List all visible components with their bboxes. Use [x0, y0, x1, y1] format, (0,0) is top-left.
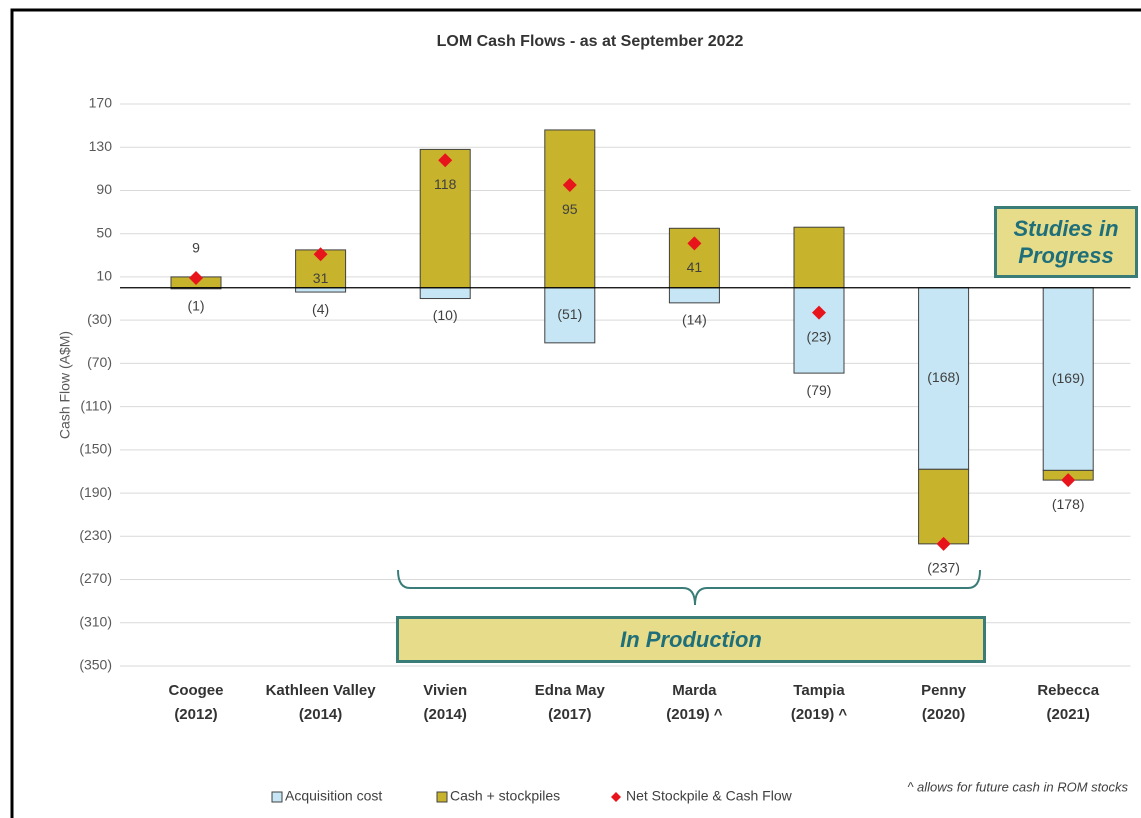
data-label: 41 — [687, 259, 703, 275]
bar — [1042, 287, 1094, 471]
x-tick-label: (2017) — [548, 706, 591, 723]
data-label: (4) — [312, 301, 329, 317]
x-tick-label: Kathleen Valley — [266, 682, 377, 699]
x-tick-label: (2012) — [174, 706, 217, 723]
y-tick-label: (30) — [87, 311, 112, 327]
y-tick-label: 170 — [89, 95, 113, 111]
y-tick-label: 50 — [96, 224, 112, 240]
net-marker — [189, 271, 203, 286]
studies-box: Studies in Progress — [994, 206, 1138, 278]
data-label: (1) — [187, 298, 204, 314]
data-label: (237) — [927, 560, 960, 576]
x-tick-label: (2021) — [1047, 706, 1090, 723]
legend-swatch — [271, 791, 283, 803]
bar — [419, 148, 471, 289]
footnote: ^ allows for future cash in ROM stocks — [907, 779, 1128, 794]
data-label: (168) — [927, 369, 960, 385]
x-tick-label: Vivien — [423, 682, 467, 699]
bar — [419, 287, 471, 300]
bar — [668, 287, 720, 304]
legend-label: Cash + stockpiles — [450, 788, 560, 804]
legend-label: Acquisition cost — [285, 788, 382, 804]
bar — [793, 287, 845, 374]
net-marker — [936, 536, 951, 551]
y-tick-label: 90 — [96, 181, 112, 197]
data-label: (14) — [682, 312, 707, 328]
y-tick-label: (310) — [79, 613, 112, 629]
net-marker — [687, 236, 702, 251]
legend-marker — [611, 792, 621, 802]
y-tick-label: (190) — [79, 484, 112, 500]
y-tick-label: (350) — [79, 657, 112, 673]
data-label: 31 — [313, 270, 329, 286]
data-label: (79) — [807, 382, 832, 398]
net-marker — [1061, 473, 1076, 488]
y-tick-label: 10 — [96, 268, 112, 284]
y-tick-label: (270) — [79, 570, 112, 586]
frame — [10, 8, 1141, 818]
x-tick-label: Rebecca — [1037, 682, 1099, 699]
bar — [295, 287, 347, 293]
data-label: (169) — [1052, 370, 1085, 386]
brace — [397, 569, 981, 606]
y-tick-label: (70) — [87, 354, 112, 370]
data-label: (51) — [557, 306, 582, 322]
x-tick-label: Edna May — [535, 682, 606, 699]
x-tick-label: (2019) ^ — [791, 706, 848, 723]
net-marker — [438, 153, 453, 168]
x-tick-label: Penny — [921, 682, 967, 699]
data-label: 9 — [192, 240, 200, 256]
legend-swatch — [436, 791, 448, 803]
x-tick-label: (2014) — [299, 706, 342, 723]
chart-title: LOM Cash Flows - as at September 2022 — [437, 33, 744, 50]
data-label: (10) — [433, 307, 458, 323]
data-label: 118 — [434, 176, 457, 192]
production-box: In Production — [396, 616, 986, 663]
x-tick-label: (2014) — [424, 706, 467, 723]
data-label: (178) — [1052, 496, 1085, 512]
data-label: (23) — [807, 328, 832, 344]
x-tick-label: (2019) ^ — [666, 706, 723, 723]
net-marker — [313, 247, 328, 262]
data-label: 95 — [562, 201, 578, 217]
bar — [793, 226, 845, 289]
net-marker — [562, 178, 577, 193]
bar — [918, 287, 970, 470]
x-tick-label: Tampia — [793, 682, 845, 699]
legend-label: Net Stockpile & Cash Flow — [626, 788, 793, 804]
net-marker — [812, 305, 826, 320]
y-tick-label: (150) — [79, 441, 112, 457]
bar — [918, 468, 970, 545]
x-tick-label: (2020) — [922, 706, 965, 723]
y-axis-label: Cash Flow (A$M) — [57, 331, 73, 439]
y-tick-label: 130 — [89, 138, 113, 154]
bar — [544, 129, 596, 289]
x-tick-label: Coogee — [168, 682, 223, 699]
x-tick-label: Marda — [672, 682, 717, 699]
y-tick-label: (110) — [80, 397, 112, 413]
y-tick-label: (230) — [79, 527, 112, 543]
